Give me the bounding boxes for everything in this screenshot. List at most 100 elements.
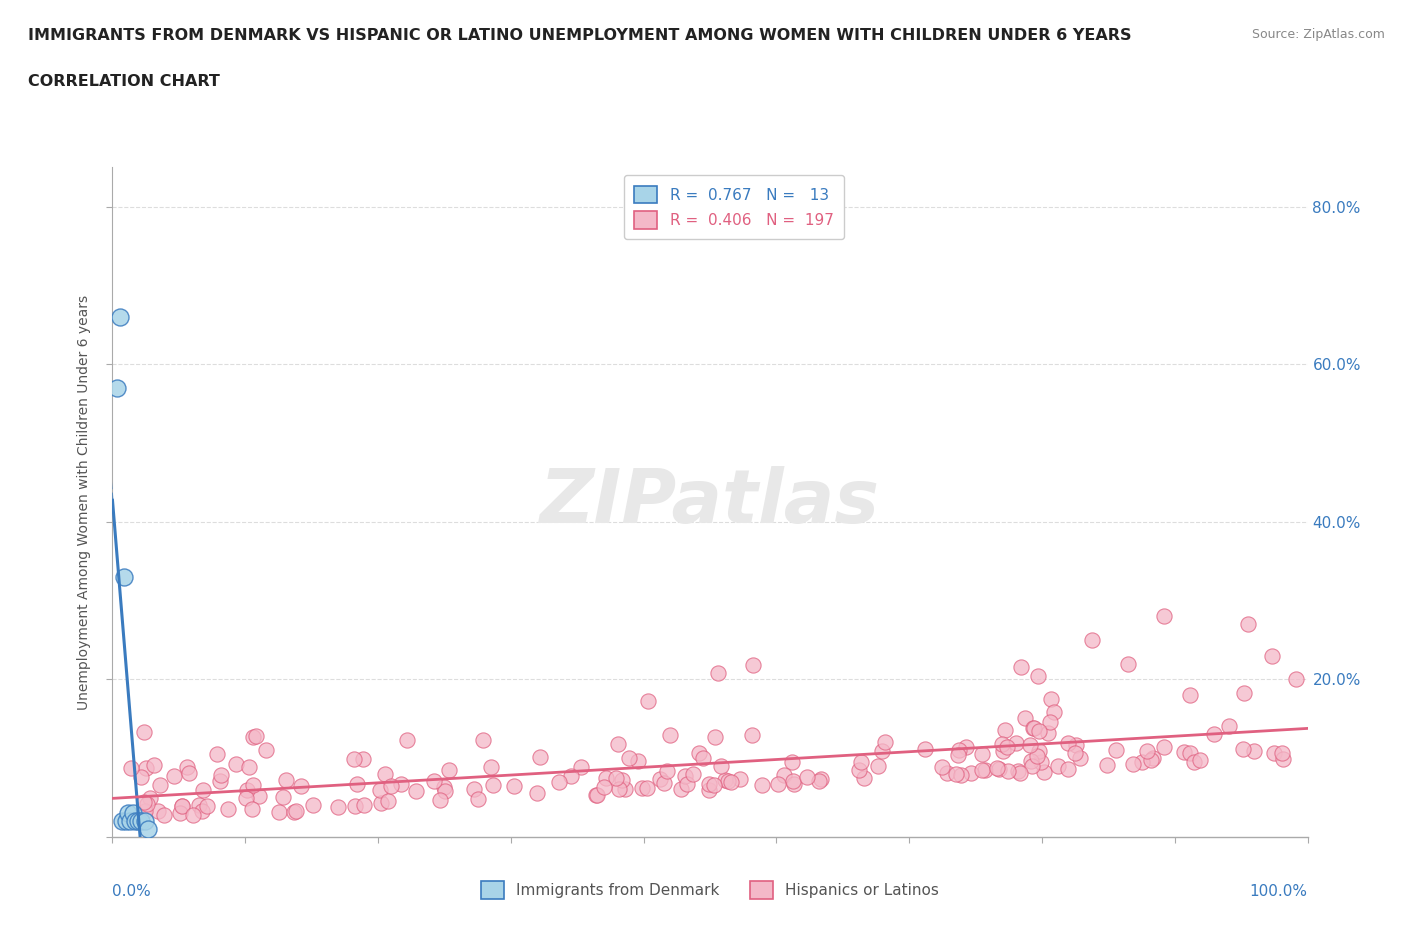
Point [242, 729, 264, 744]
Point [946, 748, 969, 763]
Point [592, 779, 614, 794]
Point [1031, 755, 1053, 770]
Point [741, 727, 763, 742]
Point [129, 770, 152, 785]
Text: 0.0%: 0.0% [112, 884, 152, 899]
Point [627, 753, 650, 768]
Point [108, 310, 131, 325]
Point [352, 751, 374, 766]
Point [138, 822, 160, 837]
Point [377, 794, 399, 809]
Point [717, 774, 740, 789]
Point [472, 732, 495, 747]
Point [1069, 751, 1091, 765]
Point [269, 804, 291, 819]
Point [810, 772, 832, 787]
Point [423, 774, 446, 789]
Point [1056, 762, 1078, 777]
Point [706, 666, 728, 681]
Point [780, 754, 803, 769]
Point [692, 751, 714, 765]
Point [751, 777, 773, 792]
Point [283, 804, 305, 819]
Point [987, 762, 1010, 777]
Point [187, 797, 209, 812]
Point [1173, 744, 1195, 759]
Point [346, 777, 368, 791]
Point [273, 790, 295, 804]
Point [614, 781, 637, 796]
Point [636, 780, 658, 795]
Point [405, 784, 427, 799]
Point [1095, 758, 1118, 773]
Point [344, 799, 367, 814]
Point [671, 781, 693, 796]
Point [586, 788, 609, 803]
Point [172, 798, 194, 813]
Point [209, 774, 232, 789]
Point [127, 814, 149, 829]
Point [135, 797, 157, 812]
Point [1153, 609, 1175, 624]
Point [343, 751, 366, 766]
Point [728, 772, 751, 787]
Point [301, 798, 323, 813]
Point [972, 763, 994, 777]
Point [1010, 659, 1032, 674]
Point [254, 742, 277, 757]
Point [429, 792, 451, 807]
Point [931, 760, 953, 775]
Point [217, 801, 239, 816]
Point [124, 814, 146, 829]
Point [710, 759, 733, 774]
Point [170, 798, 193, 813]
Point [972, 747, 994, 762]
Point [1008, 765, 1031, 780]
Point [682, 766, 704, 781]
Point [225, 757, 247, 772]
Point [688, 746, 710, 761]
Point [353, 797, 375, 812]
Point [195, 799, 218, 814]
Point [1271, 746, 1294, 761]
Point [994, 723, 1017, 737]
Point [914, 741, 936, 756]
Point [368, 783, 391, 798]
Point [974, 763, 997, 777]
Point [114, 814, 136, 829]
Point [1135, 744, 1157, 759]
Text: IMMIGRANTS FROM DENMARK VS HISPANIC OR LATINO UNEMPLOYMENT AMONG WOMEN WITH CHIL: IMMIGRANTS FROM DENMARK VS HISPANIC OR L… [28, 28, 1132, 43]
Point [502, 778, 524, 793]
Point [236, 783, 259, 798]
Point [697, 777, 720, 791]
Legend: Immigrants from Denmark, Hispanics or Latinos: Immigrants from Denmark, Hispanics or La… [470, 870, 950, 910]
Point [955, 739, 977, 754]
Point [1064, 737, 1087, 752]
Point [1178, 746, 1201, 761]
Point [191, 804, 214, 818]
Point [135, 761, 157, 776]
Point [1033, 764, 1056, 779]
Point [720, 775, 742, 790]
Point [433, 780, 456, 795]
Point [396, 733, 419, 748]
Point [121, 806, 143, 821]
Point [326, 799, 349, 814]
Point [177, 765, 200, 780]
Point [143, 757, 166, 772]
Point [1028, 724, 1050, 738]
Point [209, 767, 232, 782]
Point [617, 751, 640, 765]
Point [773, 767, 796, 782]
Point [1105, 743, 1128, 758]
Point [782, 773, 804, 788]
Point [242, 777, 264, 792]
Point [437, 763, 460, 777]
Point [853, 771, 876, 786]
Point [433, 784, 456, 799]
Point [935, 766, 957, 781]
Point [529, 750, 551, 764]
Point [1007, 764, 1029, 778]
Point [654, 776, 676, 790]
Point [676, 777, 699, 791]
